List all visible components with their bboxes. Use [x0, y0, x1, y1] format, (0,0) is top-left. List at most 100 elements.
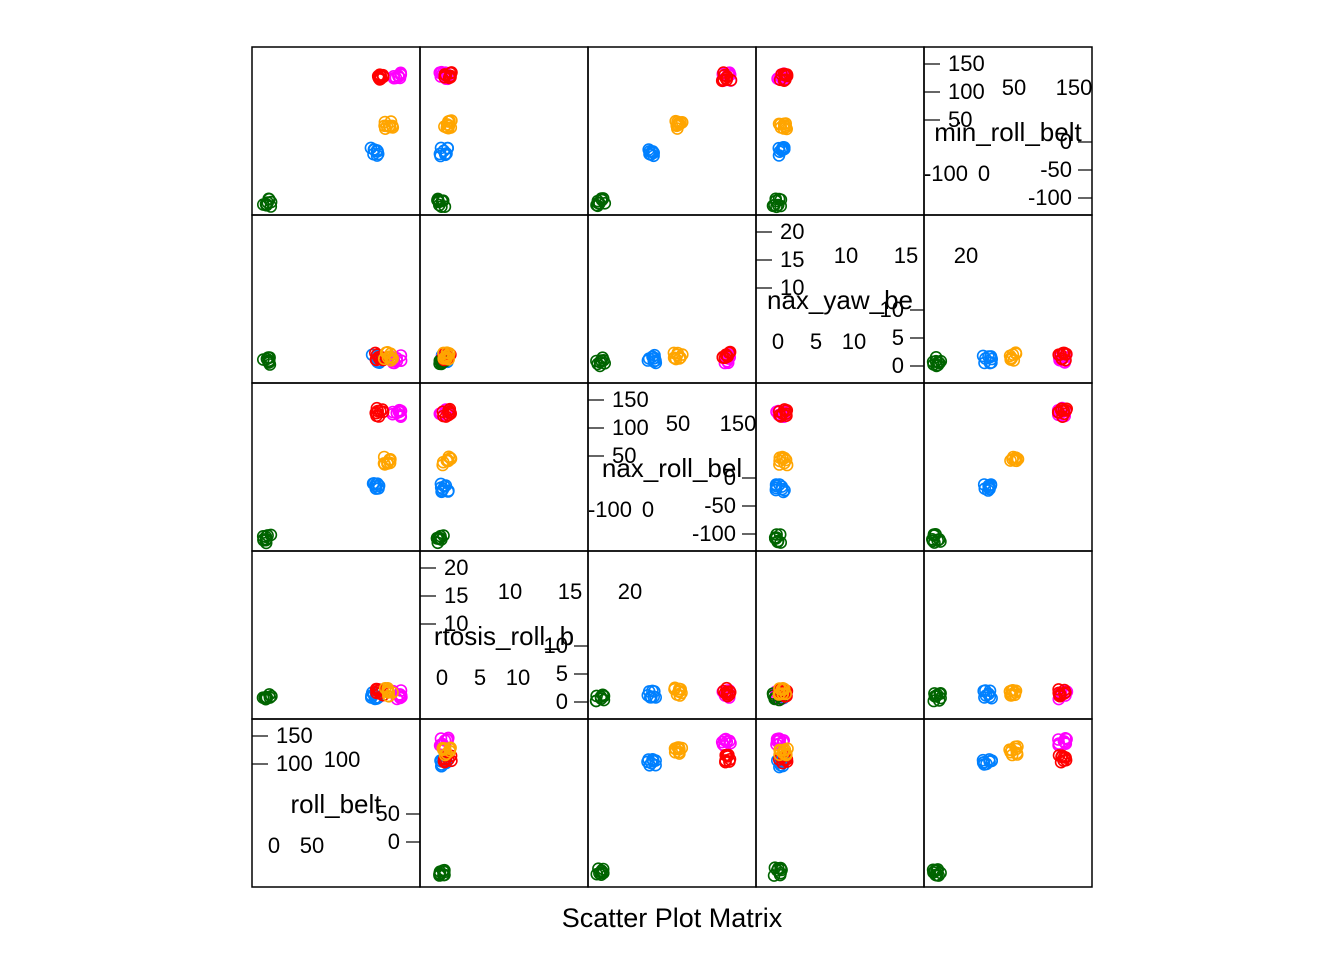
data-point [386, 121, 400, 134]
tick-label: 10 [780, 275, 804, 300]
tick-label: -100 [1028, 185, 1072, 210]
data-point [646, 146, 660, 159]
data-point [1057, 754, 1070, 768]
tick-label: 0 [556, 689, 568, 714]
data-point [723, 685, 737, 699]
data-point [366, 477, 380, 490]
data-point [773, 478, 786, 491]
data-point [381, 351, 395, 365]
data-point [1053, 687, 1067, 701]
data-point [590, 354, 603, 368]
data-point [672, 116, 686, 130]
data-point [674, 351, 687, 364]
data-point [444, 69, 457, 83]
data-point [444, 741, 457, 755]
data-point [644, 690, 658, 704]
data-point [592, 862, 605, 876]
tick-label: 50 [948, 107, 972, 132]
tick-label: -50 [1040, 157, 1072, 182]
matrix-points [256, 65, 1074, 882]
data-point [977, 755, 991, 769]
tick-label: 50 [1002, 75, 1026, 100]
data-point [1055, 404, 1068, 417]
matrix-panels [251, 46, 1093, 888]
data-point [673, 689, 687, 702]
data-point [370, 149, 384, 162]
data-point [779, 687, 793, 701]
data-point [1004, 689, 1018, 702]
tick-label: 0 [388, 829, 400, 854]
data-point [1011, 740, 1024, 753]
data-point [438, 147, 452, 161]
tick-label: 0 [724, 465, 736, 490]
data-point [774, 866, 787, 880]
tick-label: 10 [498, 579, 522, 604]
data-point [929, 689, 943, 703]
data-point [432, 531, 445, 545]
data-point [431, 536, 445, 550]
data-point [259, 536, 273, 550]
data-point [394, 689, 408, 702]
data-point [373, 68, 387, 81]
tick-label: 5 [474, 665, 486, 690]
data-point [393, 71, 407, 85]
data-point [589, 694, 603, 708]
data-point [932, 869, 945, 882]
data-point [778, 68, 792, 81]
data-point [719, 71, 733, 85]
tick-label: 10 [880, 297, 904, 322]
tick-label: 10 [444, 611, 468, 636]
data-point [376, 405, 390, 419]
data-point [386, 686, 399, 699]
tick-label: 150 [720, 411, 757, 436]
data-point [926, 355, 940, 369]
tick-label: 150 [1056, 75, 1093, 100]
data-point [437, 409, 450, 423]
tick-label: 0 [978, 161, 990, 186]
tick-label: 15 [444, 583, 468, 608]
data-point [983, 684, 997, 698]
tick-label: 5 [556, 661, 568, 686]
tick-label: 10 [506, 665, 530, 690]
data-point [442, 71, 456, 85]
panel-frame [923, 718, 1093, 888]
data-point [768, 198, 781, 212]
data-point [440, 346, 454, 360]
tick-label: 20 [444, 555, 468, 580]
data-point [977, 478, 991, 491]
tick-label: 5 [892, 325, 904, 350]
tick-label: 100 [948, 79, 985, 104]
tick-label: 0 [268, 833, 280, 858]
data-point [439, 479, 453, 492]
data-point [778, 456, 791, 470]
data-point [394, 410, 408, 424]
tick-label: 20 [618, 579, 642, 604]
data-point [259, 692, 273, 705]
tick-label: -100 [692, 521, 736, 546]
tick-label: 100 [276, 751, 313, 776]
data-point [443, 114, 456, 128]
data-point [370, 401, 384, 415]
data-point [394, 404, 408, 418]
data-point [778, 451, 791, 465]
tick-label: 50 [376, 801, 400, 826]
tick-label: 10 [842, 329, 866, 354]
data-point [976, 349, 990, 363]
data-point [779, 117, 793, 130]
data-point [769, 481, 783, 495]
data-point [1054, 348, 1067, 361]
tick-label: -100 [924, 161, 968, 186]
tick-label: 10 [544, 633, 568, 658]
tick-label: 15 [558, 579, 582, 604]
data-point [780, 69, 794, 83]
data-point [719, 732, 733, 746]
tick-label: 15 [780, 247, 804, 272]
variable-label: nax_yaw_be [767, 285, 913, 315]
data-point [374, 70, 388, 83]
data-point [1059, 751, 1072, 764]
data-point [442, 352, 456, 366]
data-point [933, 356, 946, 370]
tick-label: 0 [1060, 129, 1072, 154]
tick-label: -100 [588, 497, 632, 522]
data-point [643, 758, 656, 772]
